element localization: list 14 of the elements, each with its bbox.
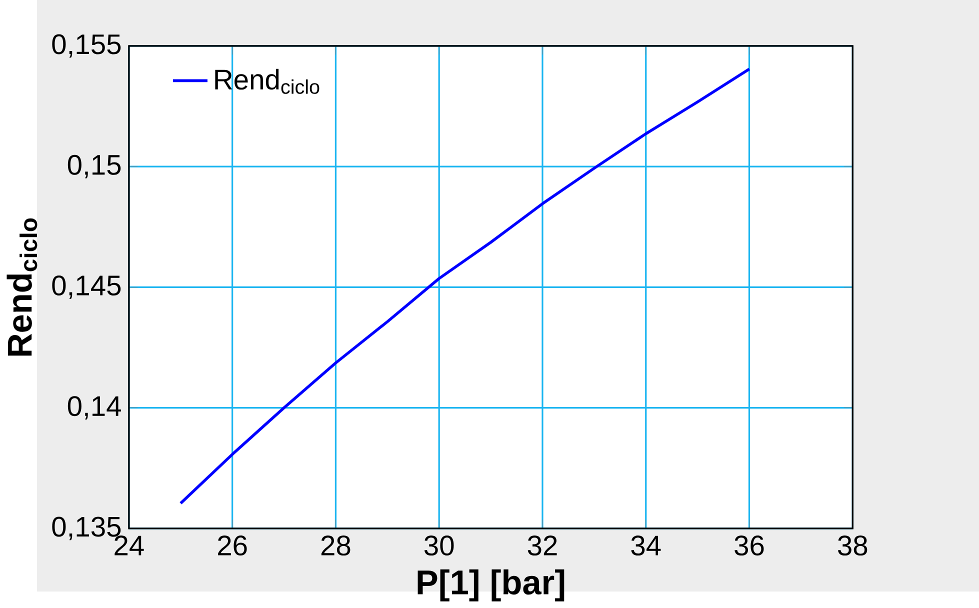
y-tick-label: 0,15 <box>68 154 121 178</box>
x-tick-label: 32 <box>528 535 557 556</box>
y-axis-title: Rend$_{ciclo}$ <box>6 218 38 356</box>
line-series <box>179 68 751 505</box>
x-tick-label: 38 <box>838 535 868 556</box>
x-tick-label: 26 <box>218 535 247 556</box>
x-tick-label: 28 <box>321 535 350 556</box>
y-tick-label: 0,155 <box>52 34 121 58</box>
x-tick-label: 30 <box>424 535 454 556</box>
x-tick-label: 34 <box>631 535 661 556</box>
x-axis-title: P[1] [bar] <box>418 569 564 602</box>
y-tick-label: 0,14 <box>68 396 121 420</box>
y-tick-label: 0,145 <box>52 275 121 299</box>
x-tick-label: 36 <box>734 535 764 556</box>
